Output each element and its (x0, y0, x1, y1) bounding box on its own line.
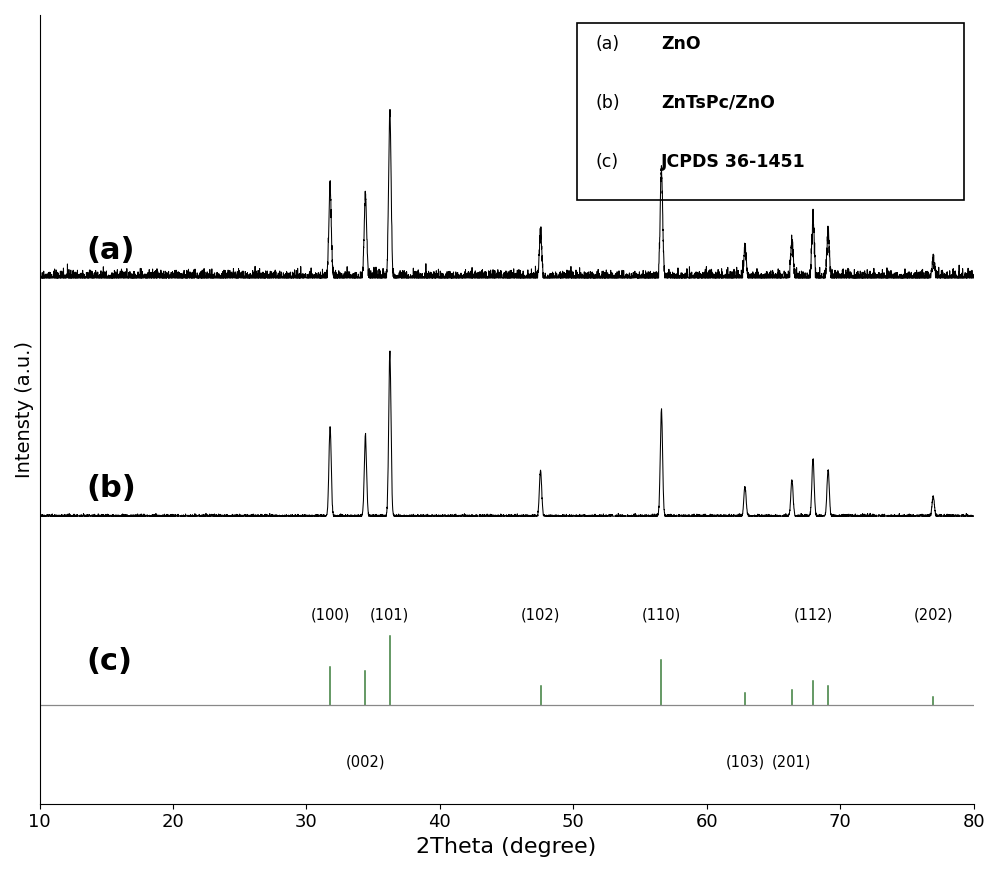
Text: (c): (c) (86, 646, 132, 676)
Text: (100): (100) (310, 608, 350, 623)
Text: ZnO: ZnO (661, 35, 700, 52)
Text: (202): (202) (914, 608, 953, 623)
Text: (103): (103) (725, 754, 765, 769)
Text: (101): (101) (370, 608, 409, 623)
Text: (112): (112) (793, 608, 833, 623)
Text: (c): (c) (595, 153, 618, 171)
Text: (110): (110) (642, 608, 681, 623)
Text: (b): (b) (595, 94, 620, 112)
Text: (102): (102) (521, 608, 560, 623)
Text: (b): (b) (86, 474, 136, 503)
Text: (201): (201) (772, 754, 812, 769)
Text: (a): (a) (595, 35, 619, 52)
Text: (a): (a) (86, 235, 135, 265)
Text: ZnTsPc/ZnO: ZnTsPc/ZnO (661, 94, 775, 112)
Text: JCPDS 36-1451: JCPDS 36-1451 (661, 153, 806, 171)
X-axis label: 2Theta (degree): 2Theta (degree) (416, 837, 597, 857)
Y-axis label: Intensty (a.u.): Intensty (a.u.) (15, 341, 34, 478)
Text: (002): (002) (346, 754, 385, 769)
